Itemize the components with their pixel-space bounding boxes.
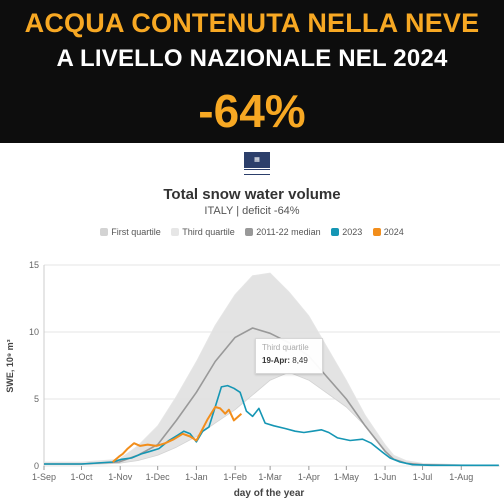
legend-item-first-quartile[interactable]: First quartile — [100, 227, 161, 237]
cima-logo-wordmark — [244, 169, 270, 175]
chart-tooltip: Third quartile 19-Apr: 8,49 — [255, 338, 323, 374]
tooltip-value: 8,49 — [292, 356, 308, 365]
snow-water-chart: 0 5 10 15 1-Sep 1-Oct 1-Nov 1-Dec 1-Jan 1-Feb 1-Ma… — [5, 260, 500, 499]
y-tick-label: 0 — [34, 461, 39, 471]
chart-legend: First quartile Third quartile 2011-22 me… — [0, 227, 504, 237]
x-tick-label: 1-Aug — [449, 472, 473, 482]
legend-label: 2011-22 median — [256, 227, 321, 237]
y-tick-label: 15 — [29, 260, 39, 270]
chart-subtitle: ITALY | deficit -64% — [204, 205, 300, 217]
cima-logo: ▦ — [244, 152, 270, 175]
chart-title: Total snow water volume — [163, 186, 341, 203]
x-tick-label: 1-Sep — [32, 472, 56, 482]
series-line-first-quartile — [44, 371, 499, 466]
tooltip-date: 19-Apr: — [262, 356, 291, 365]
cima-logo-icon: ▦ — [244, 152, 270, 168]
legend-item-2024[interactable]: 2024 — [372, 227, 404, 237]
legend-label: 2023 — [342, 227, 363, 237]
x-tick-label: 1-Jul — [413, 472, 433, 482]
tooltip-series-name: Third quartile — [262, 343, 309, 352]
headline-line-1: ACQUA CONTENUTA NELLA NEVE — [24, 8, 480, 38]
y-tick-label: 10 — [29, 327, 39, 337]
series-line-2023 — [44, 384, 499, 467]
series-line-2024 — [112, 406, 243, 463]
tooltip-row: 19-Apr: 8,49 — [262, 356, 308, 365]
legend-swatch — [171, 228, 180, 236]
legend-swatch — [245, 228, 254, 236]
legend-item-median[interactable]: 2011-22 median — [245, 227, 321, 237]
x-tick-label: 1-Nov — [108, 472, 133, 482]
y-tick-label: 5 — [34, 394, 39, 404]
legend-swatch — [331, 228, 340, 236]
x-tick-label: 1-May — [334, 472, 360, 482]
x-tick-label: 1-Dec — [146, 472, 171, 482]
headline-banner: ACQUA CONTENUTA NELLA NEVE A LIVELLO NAZ… — [0, 0, 504, 143]
x-tick-label: 1-Apr — [298, 472, 320, 482]
legend-label: Third quartile — [182, 227, 235, 237]
legend-label: First quartile — [111, 227, 161, 237]
legend-swatch — [372, 228, 381, 236]
x-tick-label: 1-Jan — [185, 472, 208, 482]
x-axis-title: day of the year — [234, 488, 305, 499]
legend-swatch — [100, 228, 109, 236]
legend-item-third-quartile[interactable]: Third quartile — [171, 227, 235, 237]
x-tick-label: 1-Oct — [70, 472, 93, 482]
legend-label: 2024 — [383, 227, 404, 237]
y-axis-title: SWE, 10⁹ m³ — [5, 339, 15, 392]
legend-item-2023[interactable]: 2023 — [331, 227, 362, 237]
x-tick-label: 1-Jun — [374, 472, 397, 482]
x-tick-label: 1-Mar — [258, 472, 282, 482]
x-tick-label: 1-Feb — [223, 472, 247, 482]
headline-line-2: A LIVELLO NAZIONALE NEL 2024 — [56, 45, 448, 72]
headline-percent: -64% — [198, 85, 306, 137]
series-line-third-quartile — [44, 272, 499, 466]
